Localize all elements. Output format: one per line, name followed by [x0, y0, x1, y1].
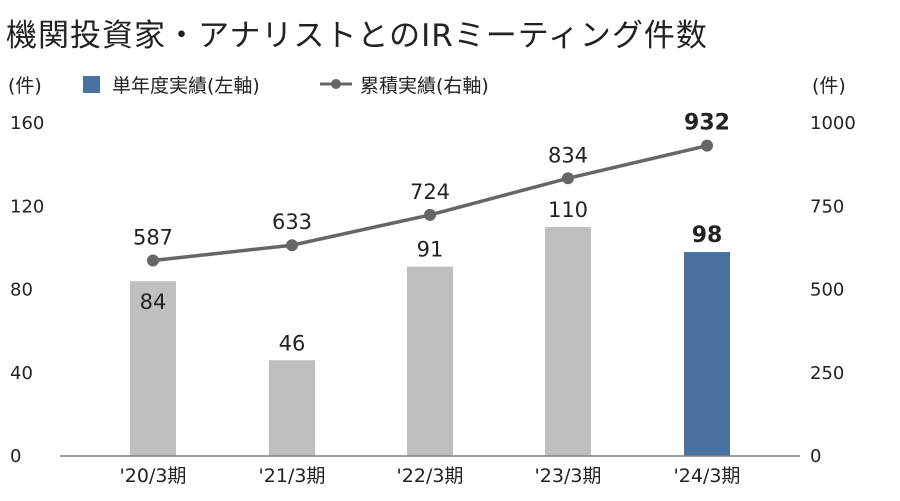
bar-value-label-2: 91	[417, 238, 444, 262]
line-value-label-0: 587	[133, 226, 173, 250]
line-point-0	[147, 254, 159, 267]
left-tick-label: 40	[10, 363, 33, 384]
legend-bar-swatch	[83, 76, 100, 93]
bar-3	[545, 227, 591, 456]
line-point-4	[701, 139, 713, 152]
left-tick-label: 120	[10, 196, 44, 217]
left-tick-label: 0	[10, 446, 21, 467]
left-axis-unit: (件)	[8, 75, 42, 97]
bar-value-label-3: 110	[548, 198, 588, 222]
bar-value-label-1: 46	[279, 331, 306, 355]
category-labels: '20/3期 '21/3期 '22/3期 '23/3期 '24/3期	[120, 465, 741, 487]
left-tick-label: 160	[10, 113, 44, 134]
right-tick-label: 500	[810, 280, 844, 301]
data-labels-group: 84 46 91 110 98 587 633 724 834 932	[133, 111, 730, 356]
line-value-label-3: 834	[548, 143, 588, 167]
bar-0	[130, 281, 176, 456]
right-tick-label: 250	[810, 363, 844, 384]
line-value-label-1: 633	[272, 210, 312, 234]
category-label-3: '23/3期	[535, 465, 602, 487]
line-series-group	[147, 139, 713, 267]
bar-value-label-4: 98	[692, 223, 723, 248]
left-axis-ticks: 0 40 80 120 160	[10, 113, 44, 467]
line-point-2	[424, 208, 436, 221]
bar-1	[269, 360, 315, 456]
chart-title: 機関投資家・アナリストとのIRミーティング件数	[6, 18, 708, 54]
category-label-2: '22/3期	[397, 465, 464, 487]
bar-2	[407, 266, 453, 456]
legend-line-label: 累積実績(右軸)	[360, 75, 489, 97]
line-value-label-4: 932	[684, 111, 730, 136]
bars-group	[130, 227, 730, 456]
line-point-1	[286, 239, 298, 252]
line-point-3	[562, 172, 574, 185]
right-tick-label: 750	[810, 196, 844, 217]
right-tick-label: 0	[810, 446, 821, 467]
category-label-1: '21/3期	[259, 465, 326, 487]
left-tick-label: 80	[10, 280, 33, 301]
bar-4	[684, 252, 730, 456]
bar-value-label-0: 84	[140, 290, 167, 314]
legend-bar-label: 単年度実績(左軸)	[112, 75, 260, 97]
category-label-4: '24/3期	[674, 465, 741, 487]
right-axis-unit: (件)	[812, 75, 846, 97]
legend: 単年度実績(左軸) 累積実績(右軸)	[83, 75, 489, 97]
right-tick-label: 1000	[810, 113, 856, 134]
right-axis-ticks: 0 250 500 750 1000	[810, 113, 856, 467]
category-label-0: '20/3期	[120, 465, 187, 487]
legend-line-marker	[331, 79, 341, 89]
line-value-label-2: 724	[410, 180, 450, 204]
